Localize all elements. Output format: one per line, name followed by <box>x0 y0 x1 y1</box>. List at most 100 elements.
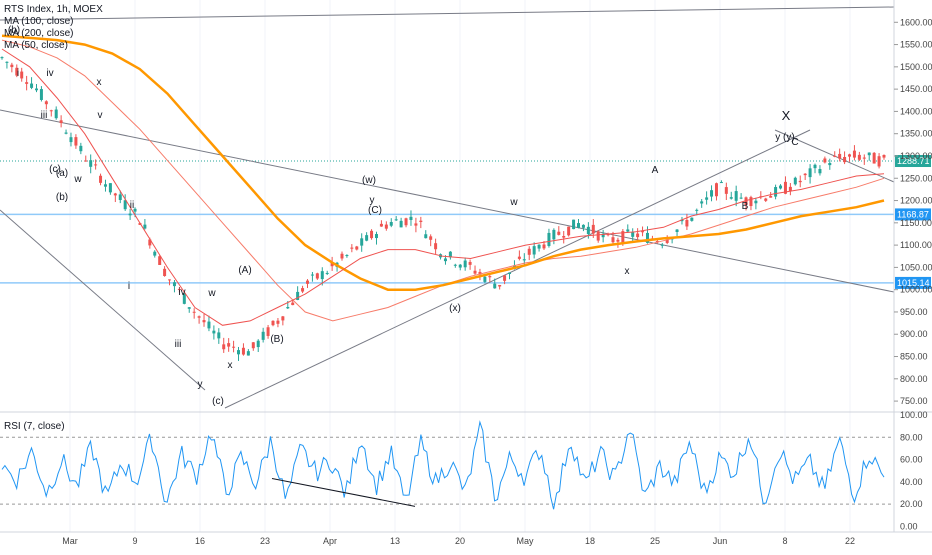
price-tick-label: 1350.00 <box>900 129 932 139</box>
candle-body <box>557 231 561 235</box>
candle-body <box>325 272 329 274</box>
candle-body <box>350 247 354 249</box>
candle-body <box>448 251 452 258</box>
candle-body <box>714 183 718 197</box>
wave-label: y (y) <box>775 132 794 143</box>
candle-body <box>572 219 576 230</box>
candle-body <box>261 331 265 340</box>
candle-body <box>20 71 24 79</box>
candle-body <box>197 316 201 318</box>
candle-body <box>148 239 152 246</box>
rsi-tick-label: 20.00 <box>900 499 923 509</box>
candle-body <box>793 177 797 185</box>
price-tick-label: 900.00 <box>900 329 928 339</box>
candle-body <box>241 347 245 355</box>
candle-body <box>5 61 9 63</box>
candle-body <box>779 185 783 189</box>
candle-body <box>724 187 728 194</box>
price-tick-label: 1050.00 <box>900 262 932 272</box>
candle-body <box>74 137 78 146</box>
rsi-tick-label: 80.00 <box>900 432 923 442</box>
candle-body <box>44 101 48 105</box>
rsi-tick-label: 60.00 <box>900 455 923 465</box>
candle-body <box>611 237 615 243</box>
candle-body <box>488 276 492 278</box>
candle-body <box>251 342 255 349</box>
candle-body <box>34 88 38 91</box>
ma50-legend: MA (50, close) <box>4 40 68 51</box>
wave-label: w <box>509 197 518 208</box>
candle-body <box>330 262 334 267</box>
price-tick-label: 1150.00 <box>900 218 932 228</box>
time-tick-label: Apr <box>323 536 337 546</box>
candle-body <box>719 182 723 184</box>
candle-body <box>645 232 649 243</box>
candle-body <box>552 229 556 240</box>
price-tick-label: 1200.00 <box>900 196 932 206</box>
candle-body <box>562 236 566 238</box>
wave-label: y <box>370 195 375 206</box>
candle-body <box>680 219 684 222</box>
grid-layer <box>69 0 851 532</box>
candle-body <box>192 311 196 313</box>
candle-body <box>94 164 98 166</box>
wave-label: B <box>742 201 749 212</box>
candle-body <box>99 175 103 183</box>
candle-body <box>305 280 309 284</box>
candle-body <box>64 132 68 134</box>
wave-label: x <box>228 360 233 371</box>
candle-body <box>581 224 585 228</box>
candle-body <box>621 231 625 244</box>
wave-label: i <box>128 281 130 292</box>
candle-body <box>281 316 285 321</box>
time-tick-label: 8 <box>782 536 787 546</box>
wave-label: w <box>73 174 82 185</box>
candle-body <box>818 169 822 174</box>
price-tick-label: 1600.00 <box>900 17 932 27</box>
candle-body <box>374 234 378 239</box>
candle-body <box>739 197 743 199</box>
candle-body <box>596 231 600 241</box>
time-tick-label: 25 <box>650 536 660 546</box>
candle-body <box>301 288 305 292</box>
candle-body <box>872 152 876 164</box>
wave-label: iii <box>41 110 48 121</box>
candle-body <box>103 184 107 187</box>
candle-body <box>665 239 669 243</box>
wave-label: (b) <box>8 25 20 36</box>
price-tick-label: 800.00 <box>900 374 928 384</box>
candle-body <box>591 224 595 234</box>
candle-body <box>498 284 502 287</box>
candle-body <box>69 137 73 143</box>
candle-body <box>463 260 467 268</box>
candle-body <box>404 218 408 226</box>
price-tick-label: 1400.00 <box>900 106 932 116</box>
candle-body <box>187 307 191 309</box>
level-price-tag <box>895 155 931 168</box>
time-tick-label: 22 <box>845 536 855 546</box>
candle-body <box>675 229 679 232</box>
wave-label: v <box>98 110 103 121</box>
time-tick-label: 18 <box>585 536 595 546</box>
candle-body <box>355 246 359 250</box>
time-tick-label: 9 <box>132 536 137 546</box>
candle-body <box>370 230 374 239</box>
candle-body <box>0 57 4 59</box>
candle-body <box>246 351 250 356</box>
candle-body <box>84 160 88 162</box>
candle-body <box>108 183 112 193</box>
candle-body <box>394 219 398 221</box>
candle-body <box>158 256 162 265</box>
candle-body <box>458 264 462 268</box>
candle-body <box>788 186 792 191</box>
wave-label: X <box>782 108 791 123</box>
wave-label: (c) <box>49 164 61 175</box>
wave-label: (a) <box>56 168 68 179</box>
candle-body <box>478 271 482 275</box>
candle-body <box>207 321 211 329</box>
wave-label: i <box>17 68 19 79</box>
